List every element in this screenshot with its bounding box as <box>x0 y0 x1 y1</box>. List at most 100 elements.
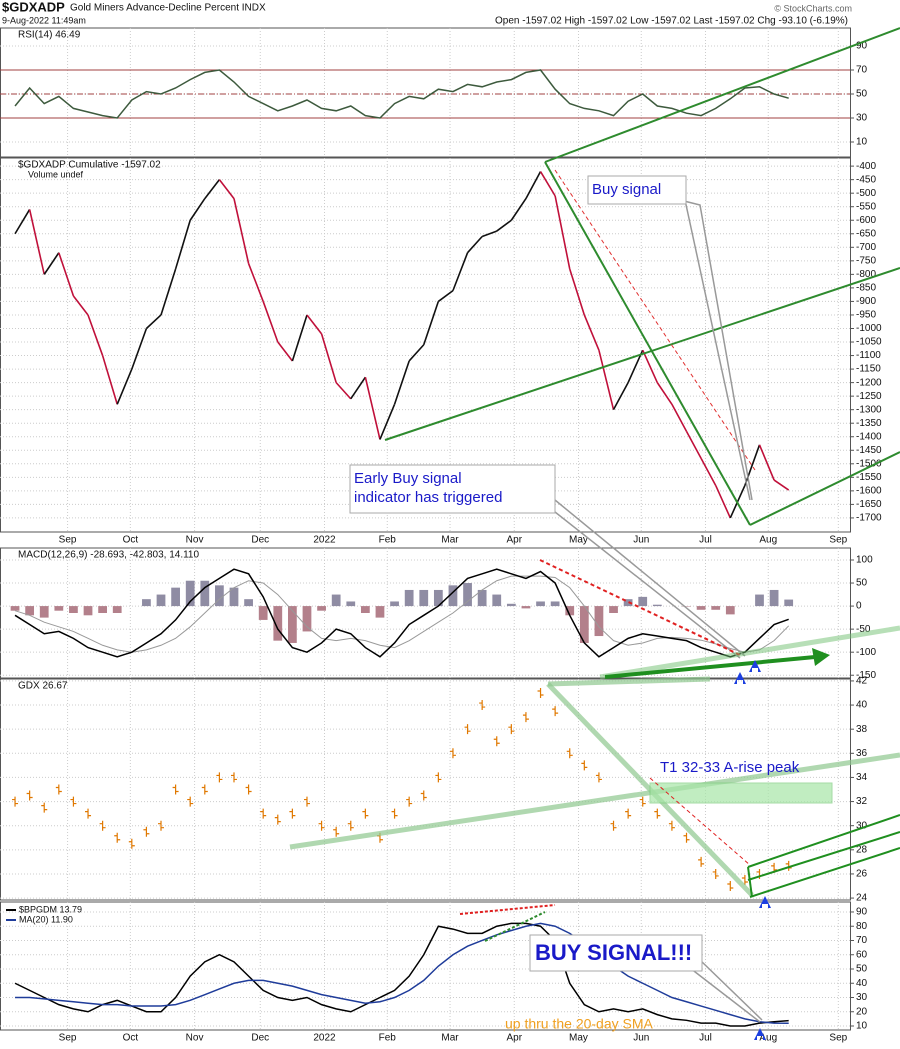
histogram-bar <box>244 599 253 607</box>
price-bar <box>289 808 296 819</box>
line-segment <box>291 314 308 362</box>
line-segment <box>700 458 717 486</box>
histogram-bar <box>288 606 297 643</box>
x-tick-label: Apr <box>506 1033 522 1044</box>
histogram-bar <box>433 589 443 607</box>
y-tick-label: -50 <box>856 624 871 635</box>
y-tick-label: -1700 <box>856 513 882 524</box>
histogram-bar <box>258 606 268 620</box>
histogram-bar <box>302 606 312 632</box>
callout-box <box>349 464 556 514</box>
y-tick-label: 30 <box>856 820 868 831</box>
line-segment <box>87 314 104 356</box>
callout <box>679 199 753 501</box>
price-bar <box>201 784 208 795</box>
y-tick-label: -1400 <box>856 431 882 442</box>
trendline <box>544 161 751 526</box>
histogram-bar <box>360 606 370 613</box>
line <box>14 568 789 658</box>
trendline <box>459 904 556 915</box>
price-bar <box>318 820 325 831</box>
x-tick-label: Oct <box>123 1033 139 1044</box>
line-segment <box>233 198 250 264</box>
histogram-bar <box>506 603 516 607</box>
annotation: Buy signal <box>592 181 661 198</box>
arrow <box>734 672 746 684</box>
line-segment <box>116 368 133 405</box>
panel <box>0 547 851 679</box>
y-tick-label: -700 <box>856 242 876 253</box>
line-segment <box>496 219 512 232</box>
histogram-bar <box>390 601 399 607</box>
x-tick-label: Nov <box>186 1033 204 1044</box>
callout-box <box>587 175 687 205</box>
price-bar <box>99 820 106 831</box>
price-bar <box>479 700 486 711</box>
y-tick-label: -1000 <box>856 323 882 334</box>
x-tick-label: 2022 <box>313 535 336 546</box>
line <box>14 922 789 1027</box>
price-bar <box>741 874 748 885</box>
x-tick-label: May <box>569 535 588 546</box>
histogram-bar <box>448 585 458 607</box>
y-tick-label: -500 <box>856 188 876 199</box>
histogram-bar <box>594 606 604 637</box>
callout <box>684 199 751 501</box>
x-tick-label: Dec <box>251 535 269 546</box>
line-segment <box>335 382 352 400</box>
y-tick-label: 30 <box>856 992 868 1003</box>
x-tick-label: Jun <box>633 535 649 546</box>
price-bar <box>698 856 705 867</box>
price-bar <box>712 868 719 879</box>
price-bar <box>727 881 734 892</box>
price-bar <box>420 790 427 801</box>
histogram-bar <box>142 599 151 607</box>
line-segment <box>437 289 454 303</box>
price-bar <box>303 796 310 807</box>
price-bar <box>274 814 281 825</box>
annotation: Early Buy signal <box>354 470 462 487</box>
target-zone <box>649 782 833 804</box>
histogram-bar <box>83 606 93 616</box>
y-tick-label: 90 <box>856 907 868 918</box>
price-bar <box>625 808 632 819</box>
histogram-bar <box>638 596 648 607</box>
y-tick-label: -150 <box>856 670 876 681</box>
histogram-bar <box>39 606 49 618</box>
price-bar <box>143 826 150 837</box>
line-segment <box>452 252 469 291</box>
line-segment <box>101 355 118 405</box>
line-segment <box>131 328 148 370</box>
y-tick-label: -1150 <box>856 364 881 375</box>
price-bar <box>581 760 588 771</box>
y-tick-label: -600 <box>856 215 876 226</box>
price-bar <box>172 784 179 795</box>
x-tick-label: Feb <box>379 535 397 546</box>
panel-title: $GDXADP Cumulative -1597.02 <box>18 160 161 171</box>
y-tick-label: -550 <box>856 201 876 212</box>
y-tick-label: 40 <box>856 978 868 989</box>
price-bar <box>26 790 33 801</box>
line-segment <box>393 360 410 405</box>
y-tick-label: -1300 <box>856 404 882 415</box>
histogram-bar <box>725 606 735 615</box>
callout <box>689 967 761 1023</box>
price-bar <box>158 820 165 831</box>
annotation: BUY SIGNAL!!! <box>535 940 692 965</box>
price-bar <box>187 796 194 807</box>
line-segment <box>160 268 177 316</box>
price-bar <box>449 748 456 759</box>
y-tick-label: 90 <box>856 41 868 52</box>
price-bar <box>41 802 48 813</box>
line-segment <box>671 403 688 432</box>
trendline <box>289 752 900 850</box>
histogram-bar <box>521 606 531 609</box>
trendline <box>547 676 711 687</box>
line-segment <box>714 485 732 519</box>
x-tick-label: Sep <box>59 1033 77 1044</box>
price-bar <box>493 736 500 747</box>
annotation: T1 32-33 A-rise peak <box>660 759 800 776</box>
x-tick-label: Sep <box>59 535 77 546</box>
price-bar <box>85 808 92 819</box>
